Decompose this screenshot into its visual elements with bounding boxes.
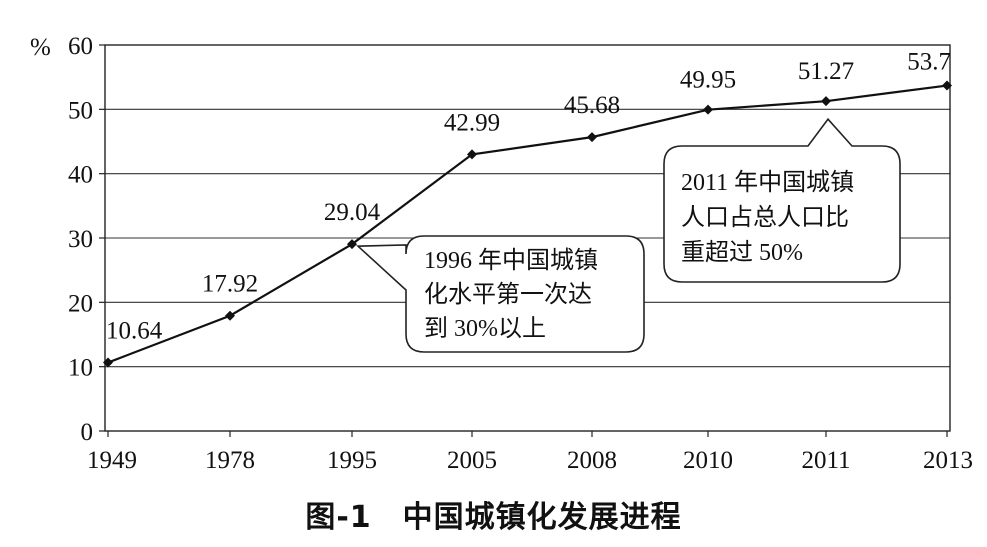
y-tick-label-20: 20 <box>68 290 93 317</box>
data-label-2008: 45.68 <box>564 92 620 119</box>
callout-1996: 1996 年中国城镇 化水平第一次达 到 30%以上 <box>355 235 645 353</box>
callout-2011-line-2: 人口占总人口比 <box>681 204 849 231</box>
y-axis-ticks: 0 10 20 30 40 50 60 <box>68 33 105 446</box>
x-tick-label-2010: 2010 <box>683 447 733 474</box>
callout-1996-line-1: 1996 年中国城镇 <box>424 247 598 274</box>
data-point-2010 <box>703 104 713 115</box>
x-tick-label-2011: 2011 <box>801 447 850 474</box>
data-point-1949 <box>103 357 113 368</box>
data-point-1995 <box>347 239 357 250</box>
callout-1996-line-3: 到 30%以上 <box>424 315 546 342</box>
data-point-2013 <box>942 80 952 91</box>
x-tick-label-2005: 2005 <box>447 447 497 474</box>
callout-2011-line-3: 重超过 50% <box>681 239 803 266</box>
callout-1996-line-2: 化水平第一次达 <box>424 281 592 308</box>
data-point-1978 <box>225 310 235 321</box>
y-tick-label-60: 60 <box>68 33 93 60</box>
data-label-1978: 17.92 <box>202 271 258 298</box>
data-label-1995: 29.04 <box>324 199 381 226</box>
data-point-2011 <box>821 96 831 107</box>
y-axis-unit-label: % <box>30 34 51 61</box>
callout-2011: 2011 年中国城镇 人口占总人口比 重超过 50% <box>663 117 901 283</box>
x-tick-label-2008: 2008 <box>567 447 617 474</box>
data-label-2010: 49.95 <box>680 67 736 94</box>
x-tick-label-1949: 1949 <box>87 447 137 474</box>
y-tick-label-40: 40 <box>68 162 93 189</box>
callout-2011-line-1: 2011 年中国城镇 <box>681 169 854 196</box>
callout-1996-bubble <box>355 235 645 353</box>
y-tick-label-0: 0 <box>81 419 94 446</box>
data-label-2013: 53.7 <box>907 49 951 76</box>
data-points <box>103 80 952 368</box>
callout-2011-bubble <box>663 117 901 283</box>
data-point-2005 <box>467 149 477 160</box>
data-label-1949: 10.64 <box>106 318 163 345</box>
x-tick-label-1978: 1978 <box>205 447 255 474</box>
data-labels: 10.64 17.92 29.04 42.99 45.68 49.95 51.27 53.7 <box>106 49 951 345</box>
x-axis-ticks: 1949 1978 1995 2005 2008 2010 2011 2013 <box>87 431 973 474</box>
x-tick-label-1995: 1995 <box>327 447 377 474</box>
data-label-2005: 42.99 <box>444 109 500 136</box>
y-tick-label-50: 50 <box>68 97 93 124</box>
y-tick-label-10: 10 <box>68 355 93 382</box>
x-tick-label-2013: 2013 <box>923 447 973 474</box>
data-point-2008 <box>587 132 597 143</box>
y-tick-label-30: 30 <box>68 226 93 253</box>
series-line <box>107 84 948 364</box>
series-line-group <box>107 84 948 364</box>
data-label-2011: 51.27 <box>798 58 854 85</box>
figure-caption: 图-1 中国城镇化发展进程 <box>305 500 682 535</box>
